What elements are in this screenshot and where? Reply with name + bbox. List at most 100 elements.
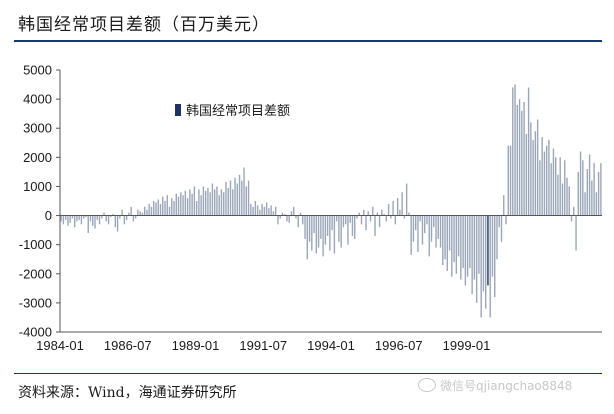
bar <box>539 160 541 216</box>
y-axis: -4000 -3000 -2000 -1000 0 1000 2000 3000 4000 500… <box>19 63 61 340</box>
bar <box>460 215 462 280</box>
bar <box>512 87 514 216</box>
bar <box>453 215 455 263</box>
bar <box>521 110 523 216</box>
bar <box>491 215 494 277</box>
bar <box>236 183 238 216</box>
bar <box>139 211 141 216</box>
bar <box>448 215 451 251</box>
bar <box>557 174 559 216</box>
bar <box>421 215 424 245</box>
bar <box>317 215 320 248</box>
bar <box>80 215 83 225</box>
bar <box>308 215 311 242</box>
bar <box>414 215 417 231</box>
bar <box>530 122 532 216</box>
x-tick-label: 1994-01 <box>307 338 355 353</box>
bar <box>272 211 275 216</box>
bar <box>218 195 220 216</box>
watermark: 微信号qjiangchao8848 <box>418 377 572 394</box>
bar <box>365 215 367 231</box>
bar <box>211 183 214 216</box>
y-tick-label: -2000 <box>19 266 52 281</box>
bar <box>114 215 117 228</box>
bar <box>274 206 277 216</box>
bar <box>232 189 234 216</box>
bar <box>514 84 516 216</box>
bar <box>198 189 200 216</box>
bar <box>252 206 254 216</box>
bar <box>543 151 546 216</box>
y-tick-label: 1000 <box>23 179 52 194</box>
bar <box>457 215 460 257</box>
chart-title: 韩国经常项目差额（百万美元） <box>18 15 270 35</box>
bar <box>575 215 577 251</box>
bar <box>593 163 595 216</box>
bar <box>256 205 259 216</box>
bar <box>577 171 579 216</box>
bar <box>313 215 315 234</box>
bar <box>351 215 354 236</box>
bar <box>541 136 543 216</box>
bar <box>177 196 180 216</box>
bar <box>227 187 229 216</box>
bar <box>385 215 388 222</box>
bar <box>225 182 227 216</box>
bar <box>286 215 288 222</box>
bar <box>485 215 487 309</box>
bar <box>153 201 155 216</box>
bar <box>304 215 306 239</box>
bar <box>277 215 279 225</box>
bar <box>573 206 575 216</box>
bar <box>119 215 121 219</box>
bar <box>107 215 110 225</box>
wechat-icon <box>418 378 436 392</box>
bar <box>500 215 503 242</box>
bar <box>356 215 358 219</box>
bar <box>392 201 394 216</box>
bar <box>451 215 453 277</box>
bar <box>588 154 591 216</box>
bar <box>94 215 96 229</box>
bar <box>487 215 489 286</box>
bar <box>340 215 342 248</box>
bar <box>437 215 439 239</box>
bar <box>489 215 491 318</box>
bar <box>71 215 74 219</box>
bar <box>378 215 381 228</box>
bar <box>496 215 498 260</box>
bar <box>552 148 555 216</box>
bar <box>597 171 600 216</box>
bar <box>83 215 85 219</box>
bar <box>466 215 469 277</box>
bar <box>306 215 308 260</box>
bar <box>480 215 482 318</box>
bar <box>261 203 263 216</box>
x-tick-label: 1996-07 <box>375 338 423 353</box>
bar <box>383 214 385 216</box>
bar <box>200 195 202 216</box>
bar <box>412 215 415 242</box>
bar <box>326 215 329 236</box>
bar <box>247 180 250 216</box>
bar <box>523 102 525 216</box>
bar <box>482 215 485 292</box>
bar <box>455 215 458 274</box>
bar <box>76 215 78 222</box>
bar <box>263 206 266 216</box>
bar <box>259 209 261 216</box>
bar <box>367 211 369 216</box>
bar <box>204 190 207 216</box>
bar <box>335 215 338 222</box>
bar <box>159 203 162 216</box>
bar <box>322 215 324 257</box>
source-note: 资料来源：Wind，海通证券研究所 <box>18 385 237 401</box>
bar <box>403 215 406 219</box>
bar <box>390 215 392 219</box>
bar <box>87 215 89 234</box>
bar <box>78 215 80 220</box>
bar <box>168 206 171 216</box>
bar <box>157 199 159 216</box>
bar <box>579 151 582 216</box>
bar <box>155 202 157 216</box>
